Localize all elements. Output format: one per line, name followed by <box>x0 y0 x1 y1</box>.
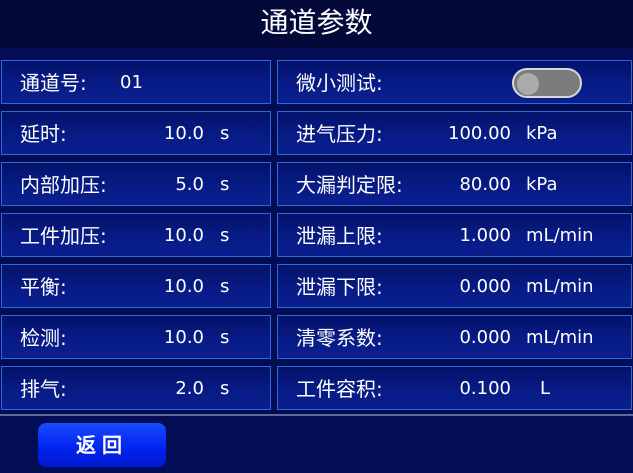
param-label: 泄漏上限: <box>296 224 383 248</box>
param-internal-pressurize: 内部加压: 5.0 s <box>1 162 271 206</box>
param-unit: kPa <box>526 123 558 144</box>
param-unit: s <box>220 378 230 399</box>
param-micro-test: 微小测试: <box>277 60 632 104</box>
param-unit: s <box>220 225 230 246</box>
param-value[interactable]: 0.100 <box>459 378 511 399</box>
param-balance: 平衡: 10.0 s <box>1 264 271 308</box>
param-channel-number: 通道号: 01 <box>1 60 271 104</box>
param-label: 延时: <box>20 122 67 146</box>
param-value[interactable]: 2.0 <box>175 378 204 399</box>
param-zero-coefficient: 清零系数: 0.000 mL/min <box>277 315 632 359</box>
param-value[interactable]: 5.0 <box>175 174 204 195</box>
micro-test-toggle[interactable] <box>512 68 582 98</box>
param-unit: s <box>220 174 230 195</box>
param-label: 平衡: <box>20 275 67 299</box>
param-label: 清零系数: <box>296 326 383 350</box>
param-gross-leak-limit: 大漏判定限: 80.00 kPa <box>277 162 632 206</box>
param-value[interactable]: 80.00 <box>459 174 511 195</box>
param-unit: L <box>540 378 551 399</box>
param-unit: kPa <box>526 174 558 195</box>
param-value[interactable]: 10.0 <box>163 276 204 297</box>
param-unit: s <box>220 123 230 144</box>
toggle-knob <box>517 73 539 95</box>
page-title: 通道参数 <box>260 6 373 39</box>
param-label: 微小测试: <box>296 71 383 95</box>
param-detect: 检测: 10.0 s <box>1 315 271 359</box>
param-unit: mL/min <box>526 276 594 297</box>
param-unit: s <box>220 327 230 348</box>
param-value[interactable]: 1.000 <box>459 225 511 246</box>
param-label: 进气压力: <box>296 122 383 146</box>
param-value[interactable]: 10.0 <box>163 327 204 348</box>
header-bar: 通道参数 <box>0 0 633 48</box>
param-unit: s <box>220 276 230 297</box>
param-label: 大漏判定限: <box>296 173 403 197</box>
param-leak-lower-limit: 泄漏下限: 0.000 mL/min <box>277 264 632 308</box>
param-label: 泄漏下限: <box>296 275 383 299</box>
param-unit: mL/min <box>526 327 594 348</box>
param-exhaust: 排气: 2.0 s <box>1 366 271 410</box>
param-label: 检测: <box>20 326 67 350</box>
param-label: 工件加压: <box>20 224 107 248</box>
param-workpiece-volume: 工件容积: 0.100 L <box>277 366 632 410</box>
param-workpiece-pressurize: 工件加压: 10.0 s <box>1 213 271 257</box>
param-value[interactable]: 10.0 <box>163 225 204 246</box>
param-unit: mL/min <box>526 225 594 246</box>
param-inlet-pressure: 进气压力: 100.00 kPa <box>277 111 632 155</box>
param-value[interactable]: 01 <box>120 72 143 93</box>
param-label: 工件容积: <box>296 377 383 401</box>
param-value[interactable]: 0.000 <box>459 276 511 297</box>
param-label: 通道号: <box>20 71 87 95</box>
back-button[interactable]: 返回 <box>38 423 166 467</box>
param-delay: 延时: 10.0 s <box>1 111 271 155</box>
param-value[interactable]: 100.00 <box>448 123 511 144</box>
param-label: 内部加压: <box>20 173 107 197</box>
param-value[interactable]: 0.000 <box>459 327 511 348</box>
param-value[interactable]: 10.0 <box>163 123 204 144</box>
param-leak-upper-limit: 泄漏上限: 1.000 mL/min <box>277 213 632 257</box>
divider <box>0 414 633 416</box>
param-label: 排气: <box>20 377 67 401</box>
